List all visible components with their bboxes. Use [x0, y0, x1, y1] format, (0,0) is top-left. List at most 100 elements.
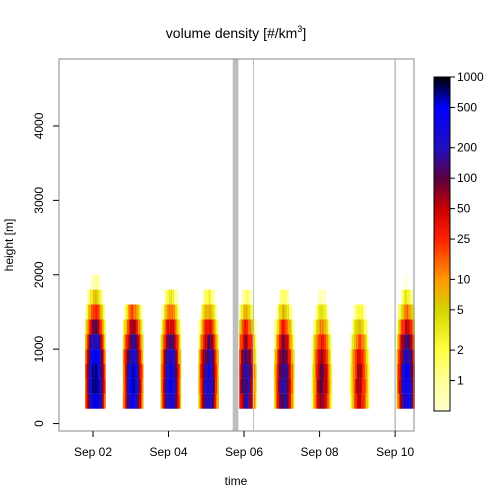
heatmap-cell [317, 304, 319, 320]
heatmap-cell [162, 378, 164, 394]
heatmap-cell [361, 393, 363, 409]
heatmap-cell [411, 304, 413, 320]
missing-data-bands [232, 59, 396, 431]
heatmap-cell [292, 364, 294, 379]
heatmap-cell [355, 334, 357, 350]
heatmap-cell [205, 349, 207, 365]
heatmap-cell [103, 304, 105, 320]
heatmap-cell [177, 364, 179, 379]
heatmap-cell [140, 378, 142, 394]
heatmap-cell [98, 349, 100, 365]
heatmap-cell [103, 349, 105, 365]
heatmap-cell [213, 364, 215, 379]
heatmap-cell [289, 334, 291, 350]
heatmap-cell [202, 378, 204, 394]
heatmap-cell [247, 349, 249, 365]
heatmap-cell [287, 334, 289, 350]
heatmap-cell [328, 334, 330, 350]
heatmap-cell [99, 364, 101, 379]
heatmap-cell [173, 349, 175, 365]
heatmap-cell [291, 319, 293, 335]
heatmap-cell [92, 378, 94, 394]
heatmap-cell [84, 364, 87, 379]
heatmap-cell [163, 393, 165, 409]
heatmap-cell [126, 304, 128, 320]
heatmap-cell [287, 319, 289, 335]
heatmap-cell [166, 349, 168, 365]
heatmap-cell [136, 349, 138, 365]
heatmap-cell [99, 378, 101, 394]
heatmap-cell [275, 364, 277, 379]
heatmap-cell [281, 364, 283, 379]
heatmap-cell [350, 364, 352, 379]
heatmap-cell [290, 378, 292, 394]
heatmap-cell [214, 334, 216, 350]
heatmap-cell [283, 364, 285, 379]
heatmap-cell [168, 304, 170, 320]
heatmap-cell [254, 349, 256, 365]
heatmap-cell [217, 364, 220, 379]
heatmap-cell [96, 393, 98, 409]
heatmap-cell [364, 319, 366, 335]
heatmap-cell [126, 349, 128, 365]
heatmap-cell [130, 349, 132, 365]
heatmap-cell [329, 364, 331, 379]
heatmap-cell [206, 349, 208, 365]
heatmap-cell [209, 289, 211, 305]
heatmap-cell [179, 334, 181, 350]
heatmap-cell [172, 364, 174, 379]
heatmap-cell [361, 304, 363, 320]
heatmap-cell [282, 304, 284, 320]
heatmap-cell [141, 349, 143, 365]
heatmap-cell [356, 304, 358, 320]
heatmap-cell [314, 378, 316, 394]
heatmap-cell [406, 349, 408, 365]
heatmap-cell [210, 364, 212, 379]
heatmap-cell [314, 334, 316, 350]
heatmap-cell [173, 393, 175, 409]
heatmap-cell [132, 378, 135, 394]
heatmap-cell [400, 334, 402, 350]
heatmap-cell [164, 319, 166, 335]
heatmap-cell [198, 364, 200, 379]
heatmap-cell [140, 378, 142, 394]
heatmap-cell [255, 364, 257, 379]
heatmap-cell [136, 349, 138, 365]
heatmap-cell [130, 319, 132, 335]
heatmap-cell [206, 334, 208, 350]
heatmap-cell [406, 334, 408, 350]
heatmap-cell [324, 364, 326, 379]
heatmap-cell [177, 393, 179, 409]
heatmap-cell [327, 304, 329, 320]
heatmap-cell [330, 378, 332, 394]
heatmap-cell [361, 378, 363, 394]
heatmap-cell [124, 349, 126, 365]
heatmap-cell [403, 289, 405, 305]
heatmap-cell [207, 364, 209, 379]
heatmap-cell [359, 393, 361, 409]
heatmap-cell [359, 304, 361, 320]
heatmap-cell [95, 364, 97, 379]
heatmap-cell [274, 349, 276, 365]
heatmap-cell [274, 334, 276, 350]
heatmap-cell [398, 304, 400, 320]
heatmap-cell [317, 289, 319, 305]
heatmap-cell [135, 378, 137, 394]
heatmap-cell [400, 349, 402, 365]
heatmap-cell [326, 364, 328, 379]
heatmap-cell [354, 364, 356, 379]
heatmap-cell [251, 319, 253, 335]
heatmap-cell [243, 304, 245, 320]
heatmap-cell [319, 319, 321, 335]
heatmap-cell [216, 334, 218, 350]
heatmap-cell [84, 378, 87, 394]
heatmap-cell [328, 319, 330, 335]
heatmap-cell [398, 364, 400, 379]
heatmap-cell [254, 393, 256, 409]
heatmap-cell [250, 349, 253, 365]
heatmap-cell [201, 304, 203, 320]
heatmap-cell [178, 378, 180, 394]
heatmap-cell [367, 364, 369, 379]
heatmap-cell [398, 334, 400, 350]
heatmap-cell [354, 378, 356, 394]
